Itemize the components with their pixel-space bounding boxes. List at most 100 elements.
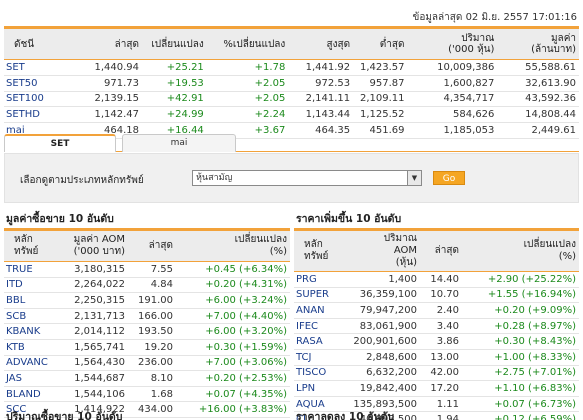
last-price: 8.10 <box>128 370 176 387</box>
aom-value: 2,131,713 <box>56 308 128 325</box>
last-price: 3.86 <box>420 333 462 350</box>
symbol-link[interactable]: RASA <box>294 333 340 350</box>
table-row: ANAN 79,947,200 2.40 +0.20 (+9.09%) <box>294 302 579 319</box>
top-gainers-title: ราคาเพิ่มขึ้น 10 อันดับ <box>296 213 402 225</box>
go-button[interactable]: Go <box>433 171 465 185</box>
symbol-link[interactable]: CI <box>294 411 340 420</box>
table-row: IFEC 83,061,900 3.40 +0.28 (+8.97%) <box>294 318 579 335</box>
top-value-table: หลัก ทรัพย์ มูลค่า AOM ('000 บาท) ล่าสุด เ… <box>4 228 290 418</box>
table-row: ITD 2,264,022 4.84 +0.20 (+4.31%) <box>4 277 290 294</box>
aom-volume: 135,893,500 <box>340 396 420 413</box>
last-update-timestamp: ข้อมูลล่าสุด 02 มิ.ย. 2557 17:01:16 <box>412 12 577 23</box>
symbol-link[interactable]: AQUA <box>294 396 340 413</box>
index-low: 957.87 <box>353 75 408 92</box>
index-volume: 1,185,053 <box>407 122 498 139</box>
table-row: JAS 1,544,687 8.10 +0.20 (+2.53%) <box>4 370 290 387</box>
price-change: +2.75 (+7.01%) <box>462 365 579 382</box>
aom-value: 1,544,106 <box>56 386 128 403</box>
symbol-link[interactable]: BLAND <box>4 386 56 403</box>
index-pct-change: +2.05 <box>206 75 289 92</box>
price-change: +1.10 (+6.83%) <box>462 380 579 397</box>
price-change: +0.28 (+8.97%) <box>462 318 579 335</box>
symbol-link[interactable]: TRUE <box>4 261 56 278</box>
table-row: KTB 1,565,741 19.20 +0.30 (+1.59%) <box>4 339 290 356</box>
table-row: SCC 1,414,922 434.00 +16.00 (+3.83%) <box>4 401 290 418</box>
top-losers-title: ราคาลดลง 10 อันดับ <box>296 411 395 420</box>
table-row: LPN 19,842,400 17.20 +1.10 (+6.83%) <box>294 380 579 397</box>
price-change: +0.20 (+2.53%) <box>176 370 290 387</box>
index-summary-table: ดัชนี ล่าสุด เปลี่ยนแปลง %เปลี่ยนแปลง สู… <box>4 26 579 139</box>
price-change: +6.00 (+3.24%) <box>176 292 290 309</box>
price-change: +0.07 (+4.35%) <box>176 386 290 403</box>
index-name-link[interactable]: SET <box>4 59 78 76</box>
chevron-down-icon[interactable]: ▼ <box>407 171 421 185</box>
col-last: ล่าสุด <box>114 38 139 50</box>
index-name-link[interactable]: SETHD <box>4 106 78 124</box>
last-price: 166.00 <box>128 308 176 325</box>
filter-label: เลือกดูตามประเภทหลักทรัพย์ <box>20 175 144 186</box>
last-price: 7.55 <box>128 261 176 278</box>
aom-value: 1,414,922 <box>56 401 128 418</box>
price-change: +0.12 (+6.59%) <box>462 411 579 420</box>
symbol-link[interactable]: TCJ <box>294 349 340 366</box>
index-last: 1,142.47 <box>77 106 142 124</box>
index-volume: 10,009,386 <box>407 59 498 76</box>
symbol-link[interactable]: SCB <box>4 308 56 325</box>
index-row: SET100 2,139.15 +42.91 +2.05 2,141.11 2,109.1… <box>4 91 579 108</box>
symbol-link[interactable]: TISCO <box>294 365 340 382</box>
index-high: 1,441.92 <box>288 59 354 76</box>
tab-mai[interactable]: mai <box>122 134 236 152</box>
col-last: ล่าสุด <box>434 245 459 256</box>
table-row: TRUE 3,180,315 7.55 +0.45 (+6.34%) <box>4 261 290 278</box>
col-index-name: ดัชนี <box>14 38 35 50</box>
index-volume: 1,600,827 <box>407 75 498 92</box>
tab-set[interactable]: SET <box>4 134 116 152</box>
price-change: +0.07 (+6.73%) <box>462 396 579 413</box>
security-type-select[interactable]: หุ้นสามัญ ▼ <box>192 170 422 186</box>
index-last: 971.73 <box>77 75 142 92</box>
symbol-link[interactable]: SUPER <box>294 287 340 304</box>
index-value: 55,588.61 <box>497 59 579 76</box>
index-high: 2,141.11 <box>288 91 354 108</box>
index-row: SET 1,440.94 +25.21 +1.78 1,441.92 1,423.57 10… <box>4 59 579 76</box>
symbol-link[interactable]: KBANK <box>4 323 56 340</box>
last-price: 434.00 <box>128 401 176 418</box>
index-row: mai 464.18 +16.44 +3.67 464.35 451.69 1,185,05… <box>4 122 579 139</box>
index-pct-change: +2.05 <box>206 91 289 108</box>
index-high: 1,143.44 <box>288 106 354 124</box>
top-value-title: มูลค่าซื้อขาย 10 อันดับ <box>6 213 114 225</box>
symbol-link[interactable]: IFEC <box>294 318 340 335</box>
price-change: +1.00 (+8.33%) <box>462 349 579 366</box>
index-pct-change: +1.78 <box>206 59 289 76</box>
security-type-filter: เลือกดูตามประเภทหลักทรัพย์ หุ้นสามัญ ▼ G… <box>4 153 579 203</box>
col-aom-value: มูลค่า AOM ('000 บาท) <box>73 234 125 257</box>
table-row: RASA 200,901,600 3.86 +0.30 (+8.43%) <box>294 333 579 350</box>
symbol-link[interactable]: LPN <box>294 380 340 397</box>
col-value: มูลค่า (ล้านบาท) <box>531 33 576 55</box>
symbol-link[interactable]: KTB <box>4 339 56 356</box>
index-row: SETHD 1,142.47 +24.99 +2.24 1,143.44 1,125.52… <box>4 106 579 124</box>
index-change: +24.99 <box>141 106 207 124</box>
symbol-link[interactable]: JAS <box>4 370 56 387</box>
symbol-link[interactable]: PRG <box>294 271 340 288</box>
top-gainers-table: หลัก ทรัพย์ ปริมาณ AOM (หุ้น) ล่าสุด เปลี่ย… <box>294 228 579 420</box>
last-price: 193.50 <box>128 323 176 340</box>
last-price: 42.00 <box>420 365 462 382</box>
index-name-link[interactable]: SET50 <box>4 75 78 92</box>
col-change-pct: เปลี่ยนแปลง (%) <box>523 239 576 262</box>
table-row: CI 40,093,500 1.94 +0.12 (+6.59%) <box>294 411 579 420</box>
aom-volume: 200,901,600 <box>340 333 420 350</box>
symbol-link[interactable]: ITD <box>4 277 56 294</box>
index-row: SET50 971.73 +19.53 +2.05 972.53 957.87 1,600,… <box>4 75 579 92</box>
symbol-link[interactable]: ANAN <box>294 302 340 319</box>
select-value: หุ้นสามัญ <box>196 173 233 183</box>
symbol-link[interactable]: BBL <box>4 292 56 309</box>
symbol-link[interactable]: ADVANC <box>4 355 56 372</box>
col-volume: ปริมาณ ('000 หุ้น) <box>448 33 495 55</box>
symbol-link[interactable]: SCC <box>4 401 56 418</box>
col-symbol: หลัก ทรัพย์ <box>304 239 329 262</box>
index-name-link[interactable]: SET100 <box>4 91 78 108</box>
col-change-pct: เปลี่ยนแปลง (%) <box>234 234 287 257</box>
index-value: 32,613.90 <box>497 75 579 92</box>
aom-volume: 1,400 <box>340 271 420 288</box>
